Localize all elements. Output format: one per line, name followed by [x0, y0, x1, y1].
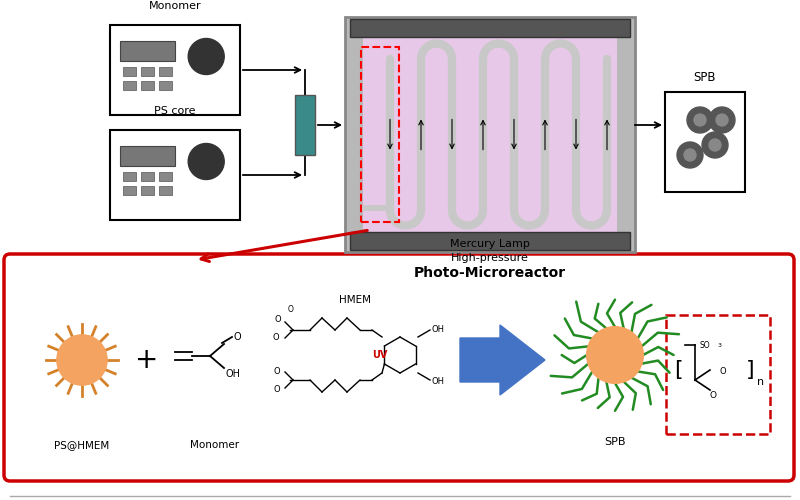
- Circle shape: [188, 38, 224, 74]
- Text: ]: ]: [746, 360, 754, 380]
- Text: +: +: [135, 346, 158, 374]
- Text: Monomer: Monomer: [149, 1, 202, 11]
- Circle shape: [716, 114, 728, 126]
- Text: SPB: SPB: [694, 71, 716, 84]
- Circle shape: [57, 335, 107, 385]
- Text: PS core: PS core: [154, 106, 196, 116]
- Bar: [121, 146, 175, 166]
- Circle shape: [188, 144, 224, 180]
- Bar: [159, 186, 173, 195]
- Bar: [121, 41, 175, 61]
- Text: O: O: [710, 390, 717, 400]
- Text: UV: UV: [372, 350, 388, 360]
- Text: HMEM: HMEM: [339, 295, 371, 305]
- Bar: [123, 68, 136, 76]
- Text: O: O: [274, 316, 282, 324]
- Text: O: O: [720, 368, 726, 376]
- Bar: [665, 92, 745, 192]
- Text: SO: SO: [700, 340, 710, 349]
- Bar: [159, 172, 173, 182]
- Text: Mercury Lamp: Mercury Lamp: [450, 239, 530, 249]
- FancyBboxPatch shape: [666, 315, 770, 434]
- Text: O: O: [273, 332, 279, 342]
- Text: O: O: [274, 366, 280, 376]
- Text: n: n: [757, 377, 764, 387]
- Circle shape: [687, 107, 713, 133]
- Bar: [361, 47, 399, 222]
- Bar: [159, 81, 173, 90]
- Circle shape: [684, 149, 696, 161]
- Text: O: O: [288, 306, 294, 314]
- Bar: [363, 35, 617, 234]
- Bar: [123, 186, 136, 195]
- Circle shape: [587, 327, 643, 383]
- Text: [: [: [674, 360, 682, 380]
- Circle shape: [694, 114, 706, 126]
- Bar: [350, 19, 630, 37]
- Text: O: O: [274, 386, 280, 394]
- Text: High-pressure: High-pressure: [451, 253, 529, 263]
- Bar: [159, 68, 173, 76]
- Bar: [110, 25, 240, 115]
- Bar: [141, 68, 154, 76]
- Circle shape: [702, 132, 728, 158]
- Bar: [110, 130, 240, 220]
- Bar: [141, 81, 154, 90]
- Bar: [350, 232, 630, 250]
- Bar: [345, 17, 635, 252]
- Bar: [123, 81, 136, 90]
- Circle shape: [677, 142, 703, 168]
- Text: OH: OH: [225, 369, 240, 379]
- Text: Monomer: Monomer: [190, 440, 239, 450]
- Text: OH: OH: [431, 326, 444, 334]
- Bar: [141, 172, 154, 182]
- Text: O: O: [233, 332, 241, 342]
- Bar: [295, 95, 315, 155]
- Text: PS@HMEM: PS@HMEM: [54, 440, 110, 450]
- Text: Photo-Microreactor: Photo-Microreactor: [414, 266, 566, 280]
- Polygon shape: [460, 325, 545, 395]
- Bar: [123, 172, 136, 182]
- Text: 3: 3: [718, 343, 722, 348]
- Circle shape: [709, 139, 721, 151]
- FancyBboxPatch shape: [4, 254, 794, 481]
- Bar: [141, 186, 154, 195]
- Circle shape: [709, 107, 735, 133]
- Text: OH: OH: [431, 378, 444, 386]
- Text: SPB: SPB: [604, 437, 626, 447]
